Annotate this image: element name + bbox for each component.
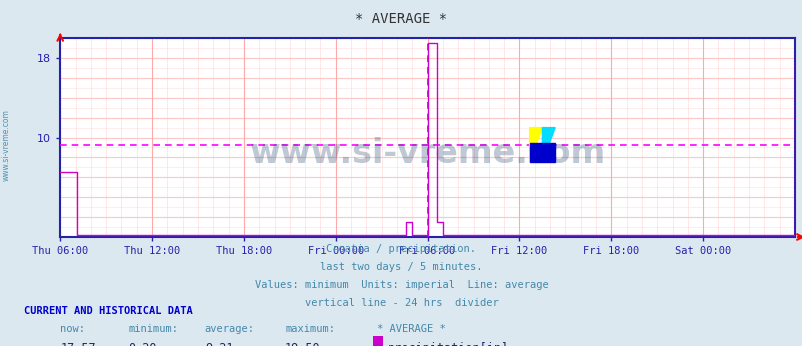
Text: precipitation[in]: precipitation[in] xyxy=(387,342,508,346)
Text: www.si-vreme.com: www.si-vreme.com xyxy=(2,109,11,181)
Text: 17.57: 17.57 xyxy=(60,342,95,346)
Text: 9.21: 9.21 xyxy=(205,342,233,346)
Text: Values: minimum  Units: imperial  Line: average: Values: minimum Units: imperial Line: av… xyxy=(254,280,548,290)
Text: CURRENT AND HISTORICAL DATA: CURRENT AND HISTORICAL DATA xyxy=(24,306,192,316)
Text: maximum:: maximum: xyxy=(285,324,334,334)
Text: 0.20: 0.20 xyxy=(128,342,156,346)
Text: vertical line - 24 hrs  divider: vertical line - 24 hrs divider xyxy=(304,298,498,308)
Text: * AVERAGE *: * AVERAGE * xyxy=(355,12,447,26)
Text: www.si-vreme.com: www.si-vreme.com xyxy=(249,137,605,170)
Text: * AVERAGE *: * AVERAGE * xyxy=(377,324,446,334)
Polygon shape xyxy=(541,128,554,162)
Bar xyxy=(529,143,554,162)
Text: minimum:: minimum: xyxy=(128,324,178,334)
Text: now:: now: xyxy=(60,324,85,334)
Text: Croatia / precipitation.: Croatia / precipitation. xyxy=(326,244,476,254)
Text: last two days / 5 minutes.: last two days / 5 minutes. xyxy=(320,262,482,272)
Text: average:: average: xyxy=(205,324,254,334)
Polygon shape xyxy=(529,128,541,162)
Text: 19.50: 19.50 xyxy=(285,342,320,346)
